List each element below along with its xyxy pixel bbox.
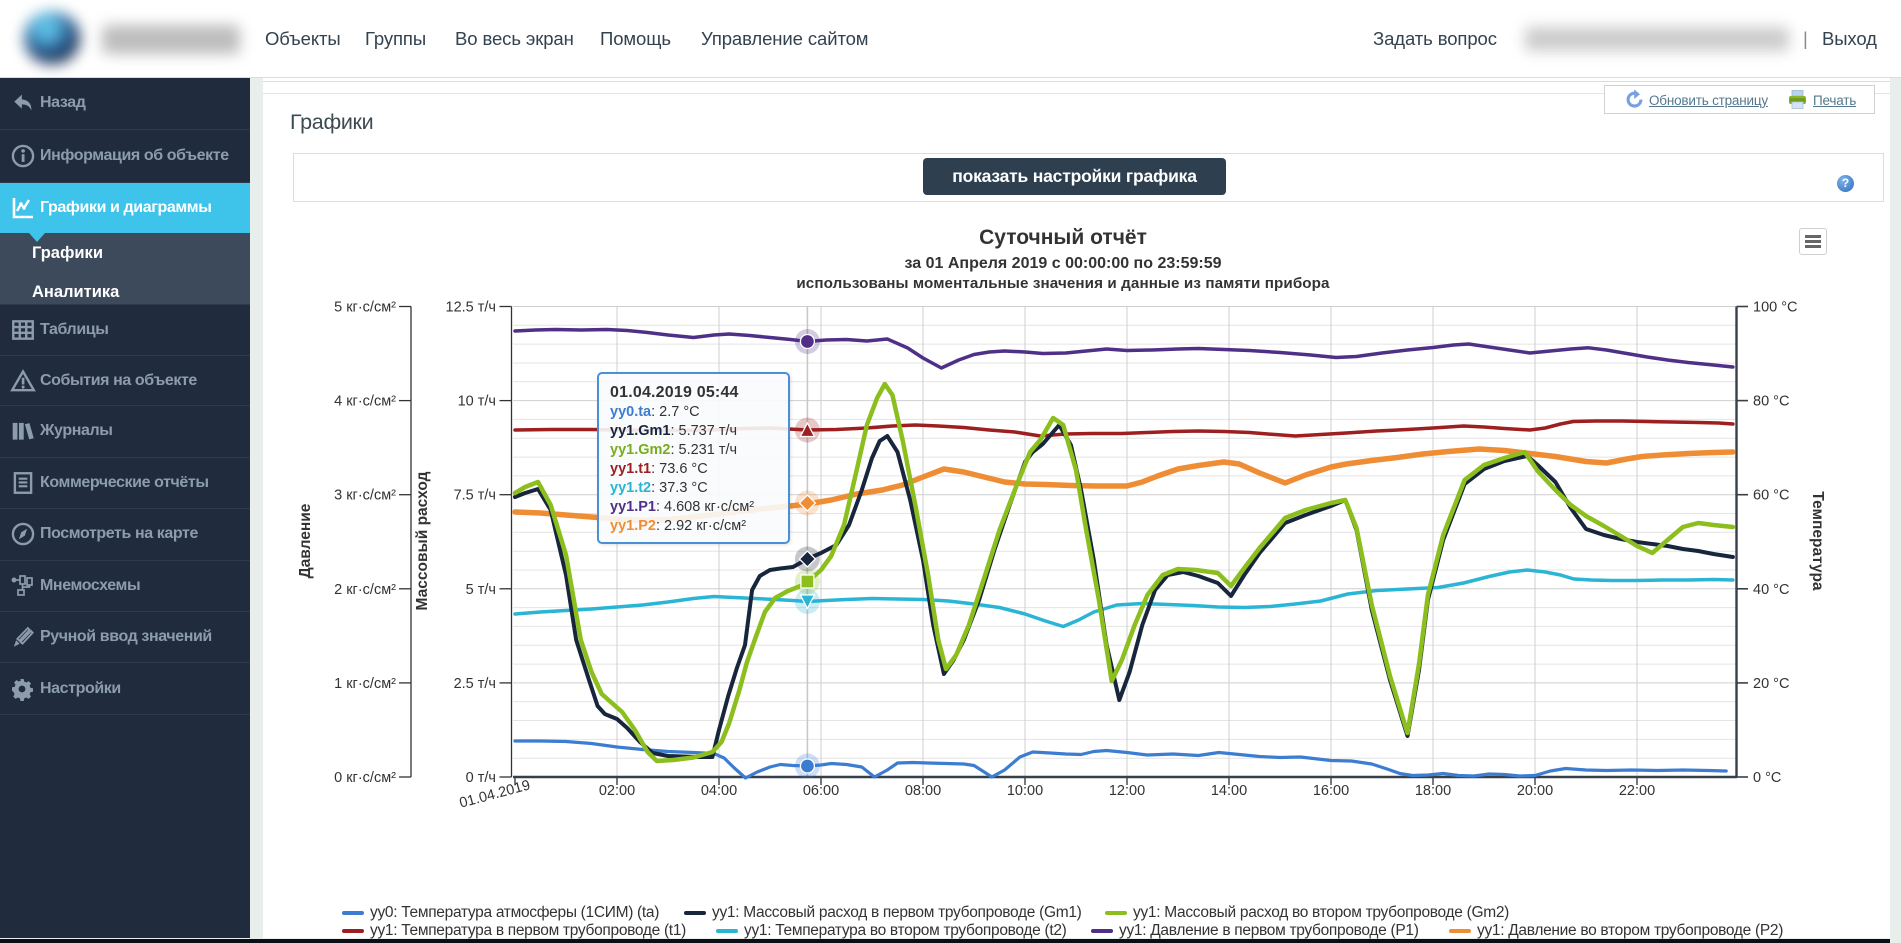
svg-text:5 т/ч: 5 т/ч bbox=[466, 582, 496, 598]
svg-text:2.5 т/ч: 2.5 т/ч bbox=[454, 676, 496, 692]
svg-text:18:00: 18:00 bbox=[1415, 783, 1451, 799]
svg-text:5 кг·с/см²: 5 кг·с/см² bbox=[334, 300, 396, 316]
svg-text:60 °C: 60 °C bbox=[1753, 488, 1789, 504]
svg-text:40 °C: 40 °C bbox=[1753, 582, 1789, 598]
svg-text:4 кг·с/см²: 4 кг·с/см² bbox=[334, 394, 396, 410]
svg-text:10 т/ч: 10 т/ч bbox=[458, 394, 496, 410]
svg-text:20:00: 20:00 bbox=[1517, 783, 1553, 799]
svg-text:06:00: 06:00 bbox=[803, 783, 839, 799]
svg-text:2 кг·с/см²: 2 кг·с/см² bbox=[334, 582, 396, 598]
svg-text:1 кг·с/см²: 1 кг·с/см² bbox=[334, 676, 396, 692]
svg-text:Температура: Температура bbox=[1809, 491, 1826, 591]
svg-text:14:00: 14:00 bbox=[1211, 783, 1247, 799]
svg-text:12.5 т/ч: 12.5 т/ч bbox=[446, 300, 496, 316]
svg-text:0 кг·с/см²: 0 кг·с/см² bbox=[334, 770, 396, 786]
svg-text:20 °C: 20 °C bbox=[1753, 676, 1789, 692]
svg-text:10:00: 10:00 bbox=[1007, 783, 1043, 799]
svg-text:100 °C: 100 °C bbox=[1753, 300, 1798, 316]
svg-text:08:00: 08:00 bbox=[905, 783, 941, 799]
svg-text:12:00: 12:00 bbox=[1109, 783, 1145, 799]
svg-text:04:00: 04:00 bbox=[701, 783, 737, 799]
svg-text:3 кг·с/см²: 3 кг·с/см² bbox=[334, 488, 396, 504]
svg-text:80 °C: 80 °C bbox=[1753, 394, 1789, 410]
svg-text:0 т/ч: 0 т/ч bbox=[466, 770, 496, 786]
svg-text:22:00: 22:00 bbox=[1619, 783, 1655, 799]
svg-text:Массовый расход: Массовый расход bbox=[414, 471, 431, 610]
svg-text:Давление: Давление bbox=[297, 503, 314, 578]
svg-text:02:00: 02:00 bbox=[599, 783, 635, 799]
svg-text:16:00: 16:00 bbox=[1313, 783, 1349, 799]
svg-text:0 °C: 0 °C bbox=[1753, 770, 1781, 786]
svg-text:7.5 т/ч: 7.5 т/ч bbox=[454, 488, 496, 504]
